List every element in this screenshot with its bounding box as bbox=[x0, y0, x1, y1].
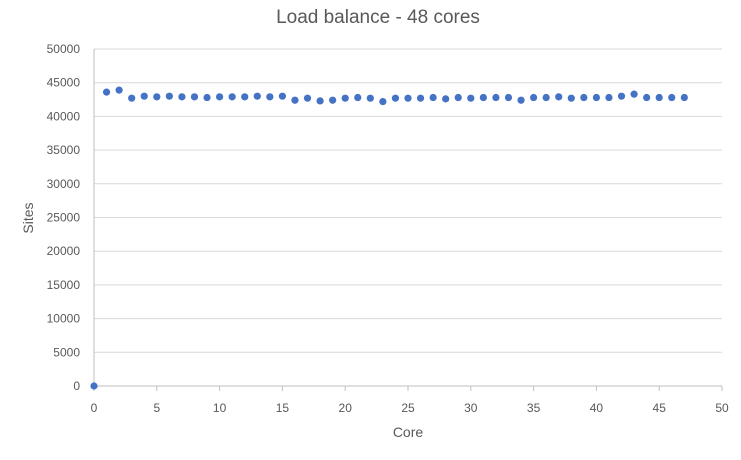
data-point bbox=[655, 93, 663, 102]
data-point bbox=[542, 93, 550, 102]
x-tick-label: 45 bbox=[653, 401, 667, 415]
y-tick-label: 30000 bbox=[47, 177, 81, 191]
x-tick-label: 40 bbox=[590, 401, 604, 415]
data-point bbox=[479, 93, 487, 102]
y-tick-label: 20000 bbox=[47, 244, 81, 258]
data-point bbox=[517, 96, 525, 104]
data-point bbox=[128, 94, 136, 102]
data-point bbox=[379, 97, 387, 106]
data-point bbox=[354, 93, 362, 102]
data-point bbox=[178, 93, 186, 101]
data-point bbox=[291, 96, 299, 104]
data-point bbox=[341, 94, 349, 102]
data-point bbox=[429, 93, 437, 102]
y-axis-title: Sites bbox=[20, 202, 36, 233]
data-point bbox=[241, 93, 249, 101]
data-point bbox=[303, 94, 312, 102]
y-tick-label: 50000 bbox=[47, 42, 81, 56]
y-tick-label: 35000 bbox=[47, 143, 81, 157]
y-tick-label: 5000 bbox=[53, 345, 80, 359]
x-tick-label: 35 bbox=[527, 401, 541, 415]
data-point bbox=[567, 94, 575, 102]
data-point bbox=[216, 93, 224, 101]
data-point bbox=[329, 96, 337, 104]
data-point bbox=[492, 93, 500, 102]
y-tick-labels: 0 5000 10000 15000 20000 25000 30000 35000 40000… bbox=[47, 42, 81, 393]
y-tick-label: 45000 bbox=[47, 76, 81, 90]
data-point bbox=[203, 93, 211, 102]
data-point bbox=[266, 93, 274, 101]
data-point bbox=[102, 88, 111, 96]
data-point bbox=[617, 92, 626, 100]
gridlines bbox=[94, 48, 722, 353]
data-point bbox=[391, 94, 400, 102]
data-point bbox=[366, 94, 374, 102]
x-tick-labels: 0 5 10 15 20 25 30 35 40 45 50 bbox=[91, 401, 729, 415]
x-tick-label: 5 bbox=[153, 401, 160, 415]
data-point bbox=[153, 93, 161, 101]
data-point bbox=[278, 92, 286, 100]
y-tick-label: 0 bbox=[73, 379, 80, 393]
data-point bbox=[190, 93, 199, 101]
data-point bbox=[643, 93, 651, 102]
data-point bbox=[555, 93, 563, 101]
data-point bbox=[668, 93, 676, 102]
x-tick-label: 10 bbox=[213, 401, 227, 415]
x-axis-title: Core bbox=[393, 424, 424, 440]
data-point bbox=[140, 92, 148, 100]
x-tick-label: 15 bbox=[276, 401, 290, 415]
y-tick-label: 25000 bbox=[47, 211, 81, 225]
y-tick-label: 10000 bbox=[47, 312, 81, 326]
data-point bbox=[228, 93, 236, 101]
data-point bbox=[467, 94, 475, 102]
data-point bbox=[442, 95, 450, 103]
x-tick-label: 0 bbox=[91, 401, 98, 415]
data-point bbox=[504, 93, 513, 102]
data-point bbox=[316, 97, 324, 105]
x-tick-label: 50 bbox=[715, 401, 729, 415]
data-points bbox=[90, 86, 688, 390]
data-point bbox=[454, 93, 462, 102]
data-point bbox=[253, 92, 261, 100]
data-point bbox=[592, 93, 601, 102]
data-point bbox=[165, 92, 173, 100]
data-point bbox=[416, 94, 425, 102]
x-tick-label: 30 bbox=[464, 401, 478, 415]
data-point bbox=[404, 94, 412, 102]
x-tick-label: 25 bbox=[401, 401, 415, 415]
data-point bbox=[580, 93, 588, 102]
data-point bbox=[680, 93, 688, 102]
y-tick-label: 15000 bbox=[47, 278, 81, 292]
x-tick-label: 20 bbox=[339, 401, 353, 415]
data-point bbox=[115, 86, 123, 94]
data-point bbox=[630, 90, 638, 98]
data-point bbox=[605, 93, 613, 102]
data-point bbox=[90, 382, 98, 390]
chart-title: Load balance - 48 cores bbox=[276, 7, 480, 28]
data-point bbox=[530, 93, 538, 102]
y-tick-label: 40000 bbox=[47, 109, 81, 123]
